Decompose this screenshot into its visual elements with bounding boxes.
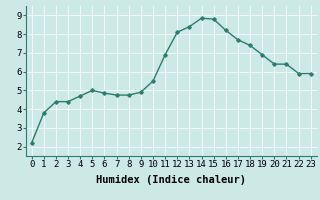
X-axis label: Humidex (Indice chaleur): Humidex (Indice chaleur) — [96, 175, 246, 185]
